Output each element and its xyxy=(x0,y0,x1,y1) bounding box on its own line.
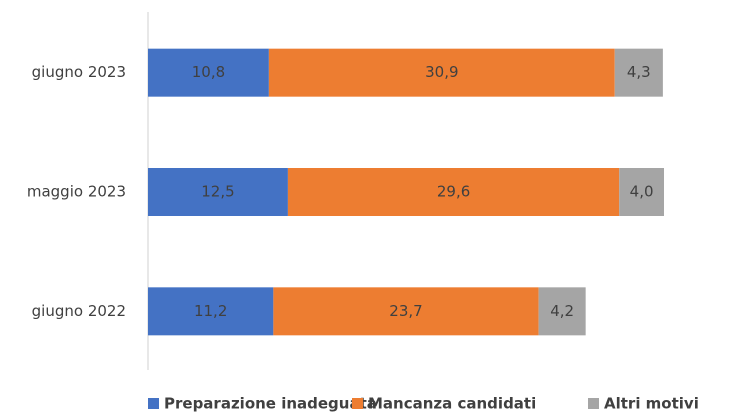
data-label: 23,7 xyxy=(389,302,422,320)
legend-swatch xyxy=(588,398,599,409)
bar-segment xyxy=(148,168,288,216)
bar-segment xyxy=(287,168,620,216)
bar-segment xyxy=(273,287,539,336)
bar-segment xyxy=(148,48,269,97)
legend-label: Mancanza candidati xyxy=(368,395,536,413)
y-tick-label: giugno 2023 xyxy=(32,63,126,81)
legend-swatch xyxy=(352,398,363,409)
legend-label: Preparazione inadeguata xyxy=(164,395,377,413)
bar-segment xyxy=(614,48,663,97)
bar-segment xyxy=(268,48,615,97)
data-label: 4,0 xyxy=(630,183,654,201)
y-tick-label: maggio 2023 xyxy=(27,183,126,201)
data-label: 29,6 xyxy=(437,183,470,201)
data-label: 4,3 xyxy=(627,63,651,81)
bar-segment xyxy=(619,168,664,216)
data-label: 30,9 xyxy=(425,63,458,81)
data-label: 12,5 xyxy=(201,183,234,201)
bar-segment xyxy=(148,287,274,336)
legend-swatch xyxy=(148,398,159,409)
y-tick-label: giugno 2022 xyxy=(32,302,126,320)
data-label: 4,2 xyxy=(550,302,574,320)
bar-segment xyxy=(538,287,586,336)
data-label: 10,8 xyxy=(192,63,225,81)
data-label: 11,2 xyxy=(194,302,227,320)
legend-label: Altri motivi xyxy=(604,395,699,413)
